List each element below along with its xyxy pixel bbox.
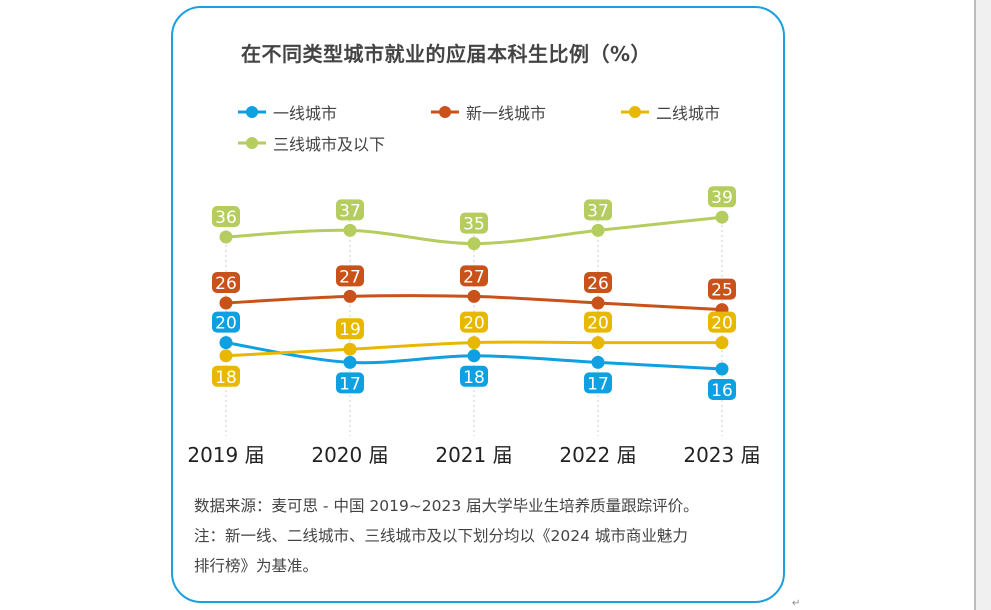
data-point [715, 210, 729, 224]
legend-marker-icon [621, 106, 649, 118]
data-label: 37 [587, 201, 609, 221]
data-label-badge [460, 212, 488, 234]
data-label-badge [212, 206, 240, 227]
x-tick-label: 2020 届 [311, 443, 388, 467]
data-label: 20 [711, 314, 733, 334]
legend-item: 三线城市及以下 [237, 131, 385, 155]
data-label-badge [708, 311, 736, 333]
data-point [467, 237, 481, 251]
legend-label: 一线城市 [273, 104, 338, 123]
data-point [219, 230, 233, 244]
data-point [343, 223, 357, 237]
chart-title: 在不同类型城市就业的应届本科生比例（%） [241, 42, 652, 66]
data-label-badge [584, 372, 612, 394]
legend-item: 二线城市 [620, 100, 720, 124]
data-point [591, 296, 605, 310]
data-label-badge [212, 365, 240, 387]
data-label-badge [212, 272, 240, 293]
data-label: 27 [339, 267, 361, 287]
data-label-badge [460, 311, 488, 333]
data-label: 20 [587, 314, 609, 334]
data-label-badge [584, 311, 612, 333]
data-label: 16 [711, 381, 733, 401]
legend-item: 新一线城市 [430, 100, 546, 124]
data-label: 35 [463, 215, 485, 235]
data-point [467, 349, 481, 363]
data-point [591, 355, 605, 369]
data-label-badge [584, 199, 612, 221]
data-label: 37 [339, 201, 361, 221]
paragraph-mark: ↵ [792, 598, 801, 609]
data-point [343, 289, 357, 303]
data-label: 26 [587, 274, 609, 294]
data-label-badge [584, 272, 612, 293]
data-label-badge [336, 318, 364, 340]
data-label-badge [460, 265, 488, 287]
data-label: 17 [339, 374, 361, 394]
data-label: 20 [215, 314, 237, 334]
data-label: 27 [463, 267, 485, 287]
data-point [467, 289, 481, 303]
x-tick-label: 2023 届 [683, 443, 760, 467]
data-label-badge [708, 278, 736, 300]
data-point [219, 296, 233, 310]
data-label: 17 [587, 374, 609, 394]
divider [974, 0, 976, 610]
data-label: 20 [463, 314, 485, 334]
data-label-badge [708, 379, 736, 400]
data-point [715, 362, 729, 376]
data-point [591, 223, 605, 237]
data-point [591, 336, 605, 350]
data-label-badge [708, 186, 736, 208]
footnote: 注：新一线、二线城市、三线城市及以下划分均以《2024 城市商业魅力 [194, 527, 688, 545]
legend-label: 新一线城市 [466, 104, 547, 123]
data-label: 26 [215, 274, 237, 294]
data-label: 36 [215, 208, 237, 228]
data-label-badge [336, 372, 364, 394]
data-label: 18 [215, 368, 237, 388]
data-point [715, 336, 729, 350]
footnote-cont: 排行榜》为基准。 [194, 557, 319, 575]
data-point [343, 342, 357, 356]
x-tick-label: 2019 届 [187, 443, 264, 467]
data-point [219, 336, 233, 350]
data-point [343, 355, 357, 369]
data-label: 18 [463, 368, 485, 388]
background-panel [976, 0, 991, 610]
legend-item: 一线城市 [237, 100, 337, 124]
data-label-badge [336, 265, 364, 287]
data-point [467, 336, 481, 350]
legend-label: 三线城市及以下 [273, 135, 386, 154]
legend-label: 二线城市 [656, 104, 721, 123]
legend-marker-icon [431, 106, 459, 118]
data-label: 39 [711, 188, 733, 208]
legend-marker-icon [238, 106, 266, 118]
data-label-badge [336, 199, 364, 221]
x-tick-label: 2022 届 [559, 443, 636, 467]
data-label-badge [460, 365, 488, 387]
chart-card [171, 6, 785, 603]
legend-marker-icon [238, 137, 266, 149]
data-label-badge [212, 311, 240, 333]
data-point [219, 349, 233, 363]
data-label: 19 [339, 320, 361, 340]
x-tick-label: 2021 届 [435, 443, 512, 467]
data-label: 25 [711, 281, 733, 301]
source-note: 数据来源：麦可思 - 中国 2019~2023 届大学毕业生培养质量跟踪评价。 [194, 497, 699, 515]
